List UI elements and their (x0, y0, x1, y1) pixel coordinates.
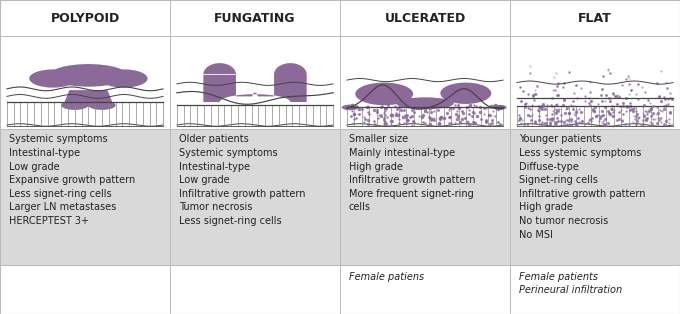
FancyBboxPatch shape (340, 0, 510, 36)
FancyBboxPatch shape (170, 265, 340, 314)
Polygon shape (203, 63, 307, 102)
Ellipse shape (493, 105, 507, 110)
Ellipse shape (29, 69, 77, 88)
FancyBboxPatch shape (0, 265, 170, 314)
FancyBboxPatch shape (510, 0, 680, 36)
Ellipse shape (396, 97, 454, 109)
Ellipse shape (88, 100, 116, 110)
Ellipse shape (441, 83, 491, 104)
Text: Younger patients
Less systemic symptoms
Diffuse-type
Signet-ring cells
Infiltrat: Younger patients Less systemic symptoms … (519, 134, 645, 240)
Ellipse shape (341, 105, 359, 110)
FancyBboxPatch shape (170, 129, 340, 265)
FancyBboxPatch shape (510, 265, 680, 314)
FancyBboxPatch shape (340, 129, 510, 265)
FancyBboxPatch shape (170, 0, 340, 36)
Text: Female patients
Perineural infiltration: Female patients Perineural infiltration (519, 272, 622, 295)
FancyBboxPatch shape (0, 36, 170, 129)
Polygon shape (63, 90, 114, 107)
Text: FLAT: FLAT (578, 12, 612, 24)
FancyBboxPatch shape (0, 0, 170, 36)
FancyBboxPatch shape (510, 36, 680, 129)
Text: Older patients
Systemic symptoms
Intestinal-type
Low grade
Infiltrative growth p: Older patients Systemic symptoms Intesti… (179, 134, 305, 226)
FancyBboxPatch shape (340, 265, 510, 314)
FancyBboxPatch shape (510, 129, 680, 265)
Ellipse shape (61, 100, 88, 110)
Text: Female patiens: Female patiens (349, 272, 424, 282)
Text: Smaller size
Mainly intestinal-type
High grade
Infiltrative growth pattern
More : Smaller size Mainly intestinal-type High… (349, 134, 475, 212)
Text: ULCERATED: ULCERATED (384, 12, 466, 24)
FancyBboxPatch shape (340, 36, 510, 129)
FancyBboxPatch shape (0, 129, 170, 265)
FancyBboxPatch shape (170, 36, 340, 129)
Ellipse shape (50, 64, 128, 87)
Ellipse shape (100, 69, 148, 88)
Ellipse shape (355, 83, 413, 105)
Text: Systemic symptoms
Intestinal-type
Low grade
Expansive growth pattern
Less signet: Systemic symptoms Intestinal-type Low gr… (9, 134, 135, 226)
Text: POLYPOID: POLYPOID (50, 12, 120, 24)
Text: FUNGATING: FUNGATING (214, 12, 296, 24)
